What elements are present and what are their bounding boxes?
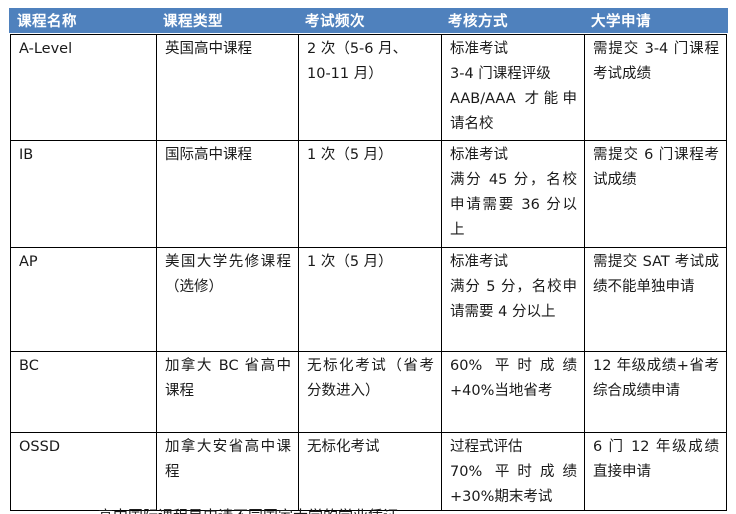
cell-assessment: 标准考试 3-4 门课程评级 AAB/AAA 才能申请名校 [441, 34, 585, 141]
table-row-ib: IB 国际高中课程 1 次（5 月） 标准考试 满分 45 分，名校申请需要 3… [10, 140, 727, 248]
cell-course-name: A-Level [10, 34, 157, 141]
header-exam-frequency: 考试频次 [305, 14, 365, 30]
table-footnote: 高中国际课程是申请不同国家大学的学业凭证 [98, 505, 398, 514]
cell-assessment: 60% 平时成绩+40%当地省考 [441, 351, 585, 433]
table-header-row: 课程名称 课程类型 考试频次 考核方式 大学申请 [9, 8, 728, 33]
cell-course-name: BC [10, 351, 157, 433]
cell-exam-frequency: 无标化考试 [298, 432, 442, 511]
header-course-type: 课程类型 [163, 14, 223, 30]
cell-course-name: AP [10, 247, 157, 352]
cell-course-name: IB [10, 140, 157, 248]
header-assessment-method: 考核方式 [448, 14, 508, 30]
table-row-ap: AP 美国大学先修课程（选修） 1 次（5 月） 标准考试 满分 5 分，名校申… [10, 247, 727, 352]
cell-exam-frequency: 1 次（5 月） [298, 247, 442, 352]
cell-application: 需提交 3-4 门课程考试成绩 [584, 34, 727, 141]
cell-course-type: 美国大学先修课程（选修） [156, 247, 299, 352]
cell-application: 需提交 6 门课程考试成绩 [584, 140, 727, 248]
cell-course-type: 国际高中课程 [156, 140, 299, 248]
cell-exam-frequency: 无标化考试（省考分数进入） [298, 351, 442, 433]
cell-application: 12 年级成绩+省考综合成绩申请 [584, 351, 727, 433]
cell-course-type: 英国高中课程 [156, 34, 299, 141]
header-course-name: 课程名称 [17, 14, 77, 30]
curriculum-comparison-table: A-Level 英国高中课程 2 次（5-6 月、 10-11 月） 标准考试 … [10, 34, 727, 511]
cell-application: 需提交 SAT 考试成绩不能单独申请 [584, 247, 727, 352]
cell-assessment: 过程式评估 70% 平时成绩+30%期末考试 [441, 432, 585, 511]
cell-exam-frequency: 2 次（5-6 月、 10-11 月） [298, 34, 442, 141]
table-row-ossd: OSSD 加拿大安省高中课程 无标化考试 过程式评估 70% 平时成绩+30%期… [10, 432, 727, 511]
table-row-a-level: A-Level 英国高中课程 2 次（5-6 月、 10-11 月） 标准考试 … [10, 34, 727, 141]
cell-assessment: 标准考试 满分 45 分，名校申请需要 36 分以上 [441, 140, 585, 248]
cell-assessment: 标准考试 满分 5 分，名校申请需要 4 分以上 [441, 247, 585, 352]
cell-exam-frequency: 1 次（5 月） [298, 140, 442, 248]
cell-application: 6 门 12 年级成绩直接申请 [584, 432, 727, 511]
cell-course-type: 加拿大安省高中课程 [156, 432, 299, 511]
table-row-bc: BC 加拿大 BC 省高中课程 无标化考试（省考分数进入） 60% 平时成绩+4… [10, 351, 727, 433]
cell-course-name: OSSD [10, 432, 157, 511]
cell-course-type: 加拿大 BC 省高中课程 [156, 351, 299, 433]
header-university-application: 大学申请 [591, 14, 651, 30]
